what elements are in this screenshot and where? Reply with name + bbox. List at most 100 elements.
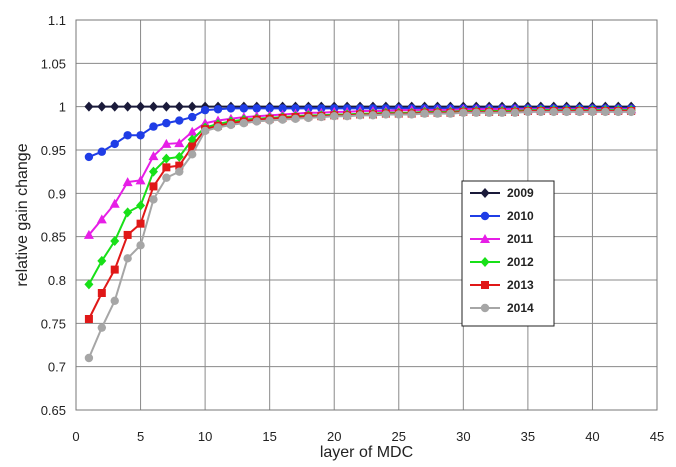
data-point bbox=[252, 117, 261, 126]
data-point bbox=[614, 107, 623, 117]
data-point bbox=[84, 279, 94, 290]
y-axis-label: relative gain change bbox=[14, 143, 31, 286]
data-point bbox=[433, 109, 442, 118]
data-point bbox=[304, 113, 313, 123]
data-point bbox=[174, 138, 185, 148]
data-point bbox=[136, 219, 145, 228]
data-point bbox=[175, 116, 184, 125]
x-tick-label: 35 bbox=[521, 429, 535, 444]
y-tick-label: 0.9 bbox=[48, 186, 66, 201]
data-point bbox=[136, 241, 145, 250]
x-tick-label: 15 bbox=[262, 429, 276, 444]
data-point bbox=[123, 207, 133, 218]
data-point bbox=[291, 114, 300, 124]
data-point bbox=[149, 182, 158, 191]
data-point bbox=[123, 101, 133, 112]
data-point bbox=[109, 198, 120, 208]
data-point bbox=[536, 107, 545, 117]
data-point bbox=[291, 104, 300, 113]
x-tick-label: 30 bbox=[456, 429, 470, 444]
data-point bbox=[265, 104, 274, 113]
legend-entry: 2012 bbox=[470, 255, 534, 269]
data-point bbox=[123, 254, 132, 263]
data-point bbox=[84, 101, 94, 112]
data-point bbox=[97, 147, 107, 156]
y-tick-label: 0.7 bbox=[48, 360, 66, 375]
x-tick-label: 10 bbox=[198, 429, 212, 444]
legend: 2009 2010 2011 2012 2013 2014 bbox=[461, 180, 555, 327]
data-point bbox=[252, 104, 261, 113]
data-point bbox=[136, 200, 146, 211]
data-point bbox=[446, 109, 455, 118]
data-point bbox=[97, 101, 107, 112]
data-point bbox=[135, 175, 146, 185]
data-point bbox=[407, 110, 416, 119]
legend-label: 2013 bbox=[507, 278, 534, 292]
data-point bbox=[213, 105, 223, 114]
data-point bbox=[226, 120, 236, 130]
data-point bbox=[84, 315, 93, 323]
legend-entry: 2013 bbox=[470, 278, 534, 292]
data-point bbox=[122, 177, 133, 187]
y-axis-ticks: 0.65 0.7 0.75 0.8 0.85 0.9 0.95 1 1.05 1.1 bbox=[41, 13, 66, 418]
y-tick-label: 1.05 bbox=[41, 56, 66, 71]
x-tick-label: 40 bbox=[585, 429, 599, 444]
legend-entry: 2014 bbox=[470, 301, 534, 315]
legend-entry: 2010 bbox=[470, 209, 534, 223]
data-point bbox=[149, 122, 158, 131]
x-tick-label: 45 bbox=[650, 429, 664, 444]
data-point bbox=[317, 112, 326, 122]
data-point bbox=[174, 151, 184, 162]
plot-frame bbox=[75, 19, 658, 411]
data-point bbox=[200, 105, 210, 115]
x-tick-label: 5 bbox=[137, 429, 144, 444]
data-point bbox=[480, 257, 490, 267]
data-point bbox=[162, 173, 171, 182]
data-point bbox=[497, 108, 507, 117]
data-point bbox=[187, 101, 197, 112]
data-point bbox=[226, 104, 236, 113]
data-point bbox=[84, 353, 94, 363]
data-point bbox=[575, 107, 584, 117]
data-point bbox=[175, 161, 184, 170]
data-point bbox=[480, 211, 490, 221]
x-tick-label: 20 bbox=[327, 429, 341, 444]
data-point bbox=[187, 126, 198, 136]
data-point bbox=[626, 107, 636, 117]
data-point bbox=[97, 323, 107, 332]
data-point bbox=[355, 111, 365, 120]
data-point bbox=[481, 281, 489, 289]
legend-entry: 2009 bbox=[470, 186, 534, 200]
series-group bbox=[83, 101, 637, 363]
data-point bbox=[523, 107, 533, 117]
data-point bbox=[110, 101, 120, 112]
legend-label: 2011 bbox=[507, 232, 533, 246]
data-point bbox=[97, 289, 106, 297]
data-point bbox=[161, 138, 172, 148]
data-point bbox=[162, 118, 171, 128]
data-point bbox=[239, 104, 249, 113]
plot-background bbox=[76, 20, 657, 410]
data-point bbox=[188, 150, 197, 159]
data-point bbox=[110, 296, 119, 305]
data-point bbox=[472, 108, 481, 117]
x-axis-ticks: 0 5 10 15 20 25 30 35 40 45 bbox=[72, 429, 664, 444]
data-point bbox=[149, 195, 158, 204]
data-point bbox=[562, 107, 571, 117]
series-2014 bbox=[84, 107, 636, 363]
data-point bbox=[239, 118, 249, 128]
data-point bbox=[110, 139, 119, 149]
data-point bbox=[200, 126, 210, 136]
x-tick-label: 25 bbox=[392, 429, 406, 444]
data-point bbox=[394, 110, 403, 119]
data-point bbox=[510, 108, 520, 117]
data-point bbox=[174, 101, 184, 112]
data-point bbox=[588, 107, 597, 117]
data-point bbox=[148, 101, 158, 112]
data-point bbox=[123, 230, 132, 239]
data-point bbox=[136, 131, 145, 140]
data-point bbox=[484, 108, 494, 117]
data-point bbox=[175, 167, 184, 176]
data-point bbox=[265, 116, 274, 125]
